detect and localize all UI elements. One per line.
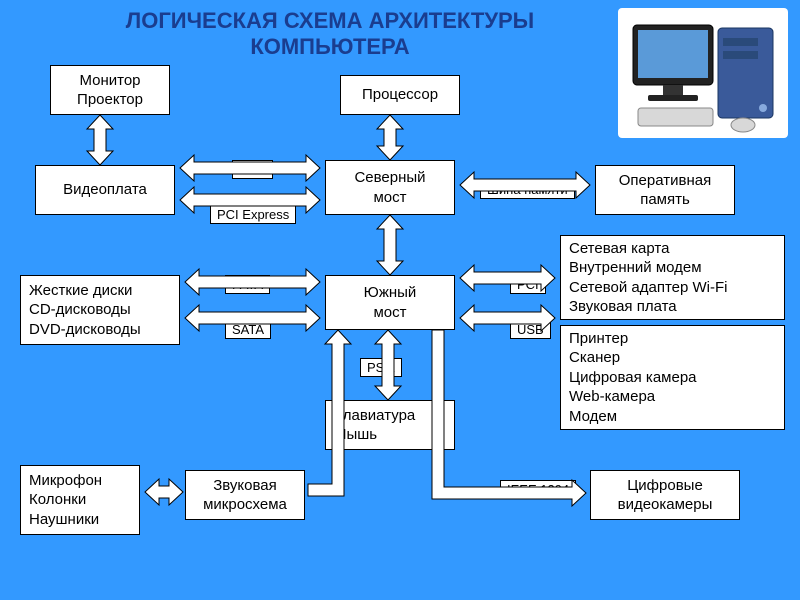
node-south-bridge: Южный мост <box>325 275 455 330</box>
edge-label-usb: USB <box>510 320 551 339</box>
node-network: Сетевая карта Внутренний модем Сетевой а… <box>560 235 785 320</box>
edge-label-pci-express: PCI Express <box>210 205 296 224</box>
edge-label-ieee1394: IEEE 1394 <box>500 480 576 499</box>
node-ram: Оперативная память <box>595 165 735 215</box>
node-monitor: Монитор Проектор <box>50 65 170 115</box>
node-keyboard: Клавиатура Мышь <box>325 400 455 450</box>
node-video: Видеоплата <box>35 165 175 215</box>
node-camcorder: Цифровые видеокамеры <box>590 470 740 520</box>
edge-label-agp: AGP <box>232 160 273 179</box>
node-hdd: Жесткие диски CD-дисководы DVD-дисководы <box>20 275 180 345</box>
node-processor: Процессор <box>340 75 460 115</box>
node-usb-devices: Принтер Сканер Цифровая камера Web-камер… <box>560 325 785 430</box>
edge-label-pci: PCI <box>510 275 546 294</box>
edge-label-sata: SATA <box>225 320 271 339</box>
edge-label-ps2: PS/2 <box>360 358 402 377</box>
edge-label-memory-bus: Шина памяти <box>480 180 575 199</box>
node-sound-chip: Звуковая микросхема <box>185 470 305 520</box>
computer-image <box>618 8 788 138</box>
node-north-bridge: Северный мост <box>325 160 455 215</box>
diagram-title: ЛОГИЧЕСКАЯ СХЕМА АРХИТЕКТУРЫ КОМПЬЮТЕРА <box>50 8 610 61</box>
node-audio-devices: Микрофон Колонки Наушники <box>20 465 140 535</box>
edge-label-pata: PATA <box>225 275 270 294</box>
